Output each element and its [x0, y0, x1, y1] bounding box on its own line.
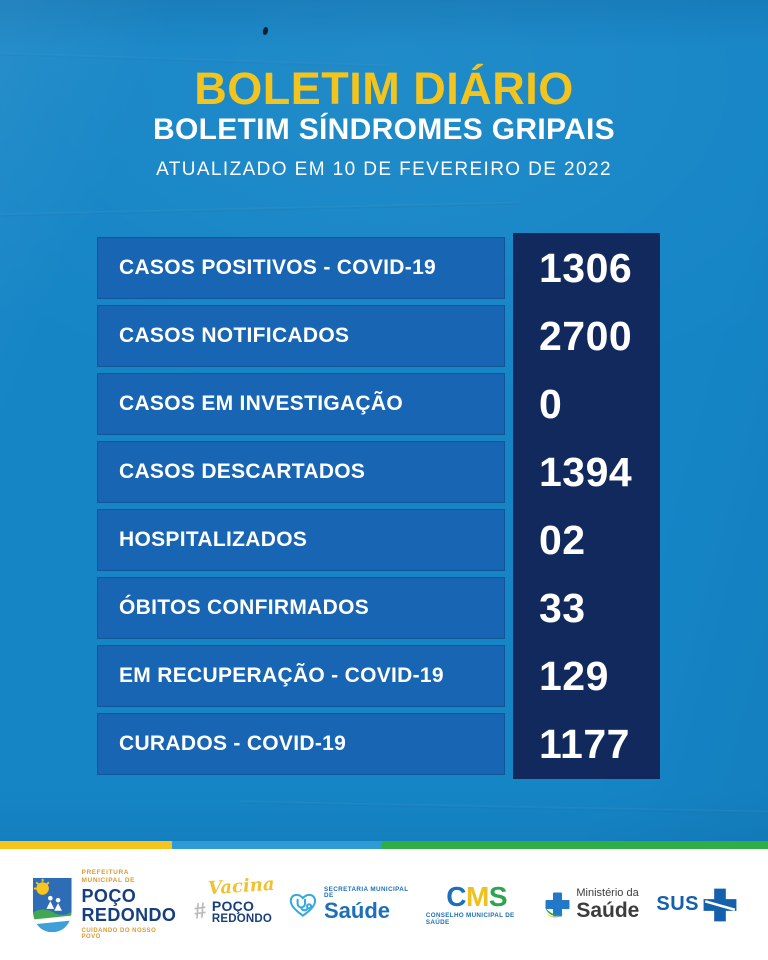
- cms-letter-m: M: [465, 881, 489, 913]
- stat-label-cell: CASOS NOTIFICADOS: [97, 305, 505, 367]
- stripe-yellow-segment: [0, 841, 172, 849]
- stat-value: 2700: [539, 312, 633, 359]
- logo-ministerio-saude: Ministério da Saúde: [544, 888, 639, 921]
- logo-secretaria-saude: SECRETARIA MUNICIPAL DE Saúde: [287, 885, 409, 924]
- secretaria-text: SECRETARIA MUNICIPAL DE Saúde: [324, 885, 409, 924]
- stat-value: 02: [539, 516, 586, 563]
- paper-crease: [240, 800, 768, 815]
- prefeitura-tagline: CUIDANDO DO NOSSO POVO: [81, 927, 157, 940]
- stat-row: CASOS EM INVESTIGAÇÃO 0: [97, 369, 663, 439]
- stat-label-cell: CASOS EM INVESTIGAÇÃO: [97, 373, 505, 435]
- stat-value-cell: 2700: [513, 301, 660, 371]
- stat-value: 0: [539, 380, 563, 427]
- stat-row: EM RECUPERAÇÃO - COVID-19 129: [97, 641, 663, 711]
- stat-label-cell: ÓBITOS CONFIRMADOS: [97, 577, 505, 639]
- stat-value: 1394: [539, 448, 633, 495]
- stat-label-cell: CURADOS - COVID-19: [97, 713, 505, 775]
- stat-row: ÓBITOS CONFIRMADOS 33: [97, 573, 663, 643]
- stat-value-cell: 33: [513, 573, 660, 643]
- vacina-name-text: POÇO REDONDO: [212, 899, 272, 926]
- logo-vacina-poco-redondo: Vacina # POÇO REDONDO: [192, 873, 275, 936]
- stat-value-cell: 1394: [513, 437, 660, 507]
- stat-value-cell: 0: [513, 369, 660, 439]
- vacina-name-line1: POÇO: [211, 897, 255, 914]
- stat-label: CASOS DESCARTADOS: [119, 460, 366, 483]
- ministerio-small-text: Ministério da: [576, 887, 639, 899]
- logo-prefeitura-poco-redondo: PREFEITURA MUNICIPAL DE POÇO REDONDO CUI…: [30, 869, 177, 940]
- stat-value-cell: 1177: [513, 709, 660, 779]
- stat-value: 33: [539, 584, 586, 631]
- prefeitura-name-line1: POÇO: [81, 885, 137, 906]
- stat-value: 1306: [539, 244, 633, 291]
- stat-value-cell: 129: [513, 641, 660, 711]
- stat-row: CASOS DESCARTADOS 1394: [97, 437, 663, 507]
- updated-date: ATUALIZADO EM 10 DE FEVEREIRO DE 2022: [156, 159, 612, 180]
- logo-sus: SUS: [656, 887, 738, 923]
- paper-crease: [0, 201, 520, 218]
- municipal-crest-icon: [32, 877, 72, 932]
- stat-value-cell: 1306: [513, 233, 660, 303]
- ministerio-text: Ministério da Saúde: [576, 887, 640, 922]
- sus-label: SUS: [656, 893, 699, 915]
- secretaria-small-text: SECRETARIA MUNICIPAL DE: [324, 885, 409, 899]
- stat-label: ÓBITOS CONFIRMADOS: [119, 596, 370, 619]
- prefeitura-small-line1: PREFEITURA: [81, 869, 130, 877]
- prefeitura-name-line2: REDONDO: [81, 905, 177, 926]
- sus-cross-icon: [703, 888, 737, 921]
- heart-stethoscope-icon: [289, 893, 317, 917]
- page-subtitle: BOLETIM SÍNDROMES GRIPAIS: [153, 113, 615, 146]
- stats-table: CASOS POSITIVOS - COVID-19 1306 CASOS NO…: [97, 233, 663, 781]
- stat-row: CASOS POSITIVOS - COVID-19 1306: [97, 233, 663, 303]
- cms-letters: CMS: [446, 883, 507, 911]
- stat-value: 129: [539, 652, 609, 699]
- prefeitura-small-line2: MUNICIPAL DE: [81, 877, 136, 885]
- hashtag-puzzle-icon: #: [192, 896, 208, 924]
- secretaria-big-text: Saúde: [324, 898, 391, 924]
- ink-speck: [262, 26, 269, 36]
- stat-label-cell: EM RECUPERAÇÃO - COVID-19: [97, 645, 505, 707]
- stat-label-cell: CASOS DESCARTADOS: [97, 441, 505, 503]
- page-title: BOLETIM DIÁRIO: [194, 63, 574, 114]
- stat-label-cell: HOSPITALIZADOS: [97, 509, 505, 571]
- stat-row: HOSPITALIZADOS 02: [97, 505, 663, 575]
- stat-label: EM RECUPERAÇÃO - COVID-19: [119, 664, 444, 687]
- stat-label: HOSPITALIZADOS: [119, 528, 308, 551]
- ministerio-big-text: Saúde: [576, 899, 640, 922]
- header: BOLETIM DIÁRIO BOLETIM SÍNDROMES GRIPAIS…: [0, 66, 768, 181]
- footer-logos-bar: PREFEITURA MUNICIPAL DE POÇO REDONDO CUI…: [0, 849, 768, 960]
- stat-row: CASOS NOTIFICADOS 2700: [97, 301, 663, 371]
- stat-label: CASOS POSITIVOS - COVID-19: [119, 256, 437, 279]
- stripe-blue-segment: [172, 841, 382, 849]
- stat-row: CURADOS - COVID-19 1177: [97, 709, 663, 779]
- stat-value-cell: 02: [513, 505, 660, 575]
- cms-letter-c: C: [446, 881, 466, 913]
- prefeitura-text: PREFEITURA MUNICIPAL DE POÇO REDONDO CUI…: [82, 869, 177, 940]
- vacina-script-text: Vacina: [207, 873, 275, 899]
- stat-label: CASOS EM INVESTIGAÇÃO: [119, 392, 403, 415]
- logo-cms: CMS CONSELHO MUNICIPAL DE SAÚDE: [426, 883, 527, 926]
- ministerio-cross-icon: [545, 892, 570, 918]
- cms-letter-s: S: [488, 881, 508, 913]
- cms-caption: CONSELHO MUNICIPAL DE SAÚDE: [425, 912, 515, 926]
- stat-value: 1177: [539, 720, 630, 767]
- stat-label-cell: CASOS POSITIVOS - COVID-19: [97, 237, 505, 299]
- stat-label: CURADOS - COVID-19: [119, 732, 347, 755]
- stripe-green-segment: [382, 841, 768, 849]
- footer-color-stripe: [0, 841, 768, 849]
- vacina-name-line2: REDONDO: [211, 912, 272, 925]
- stat-label: CASOS NOTIFICADOS: [119, 324, 350, 347]
